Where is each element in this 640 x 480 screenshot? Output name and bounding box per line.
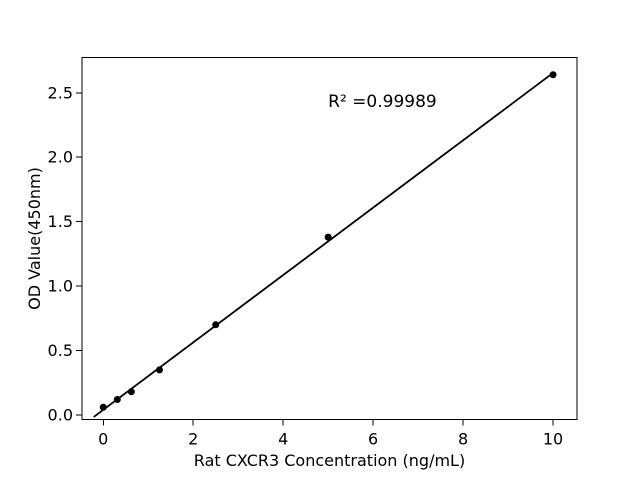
y-tick-label: 0.5 [48, 341, 73, 360]
y-tick-label: 1.0 [48, 277, 73, 296]
x-tick-label: 2 [188, 430, 198, 449]
data-point [212, 321, 220, 329]
data-point [549, 71, 557, 79]
y-tick-label: 2.5 [48, 83, 73, 102]
y-tick-label: 1.5 [48, 212, 73, 231]
x-tick-label: 0 [98, 430, 108, 449]
x-axis-ticks: 0 2 4 6 8 10 [98, 419, 563, 449]
fit-line [93, 72, 554, 418]
data-point [113, 396, 121, 404]
x-tick-label: 10 [543, 430, 563, 449]
x-axis-label: Rat CXCR3 Concentration (ng/mL) [194, 451, 465, 470]
x-tick-label: 4 [278, 430, 288, 449]
y-tick-label: 2.0 [48, 148, 73, 167]
y-axis-ticks: 0.0 0.5 1.0 1.5 2.0 2.5 [48, 83, 82, 424]
data-point [324, 233, 332, 241]
x-tick-label: 8 [458, 430, 468, 449]
r-squared-annotation: R² =0.99989 [328, 92, 437, 112]
fit-line-group [93, 72, 554, 418]
plot-area [81, 57, 578, 420]
x-tick-label: 6 [368, 430, 378, 449]
data-point [99, 403, 107, 411]
data-points-group [99, 71, 557, 411]
y-tick-label: 0.0 [48, 405, 73, 424]
data-point [155, 366, 163, 374]
data-point [127, 388, 135, 396]
y-axis-label: OD Value(450nm) [25, 167, 44, 310]
